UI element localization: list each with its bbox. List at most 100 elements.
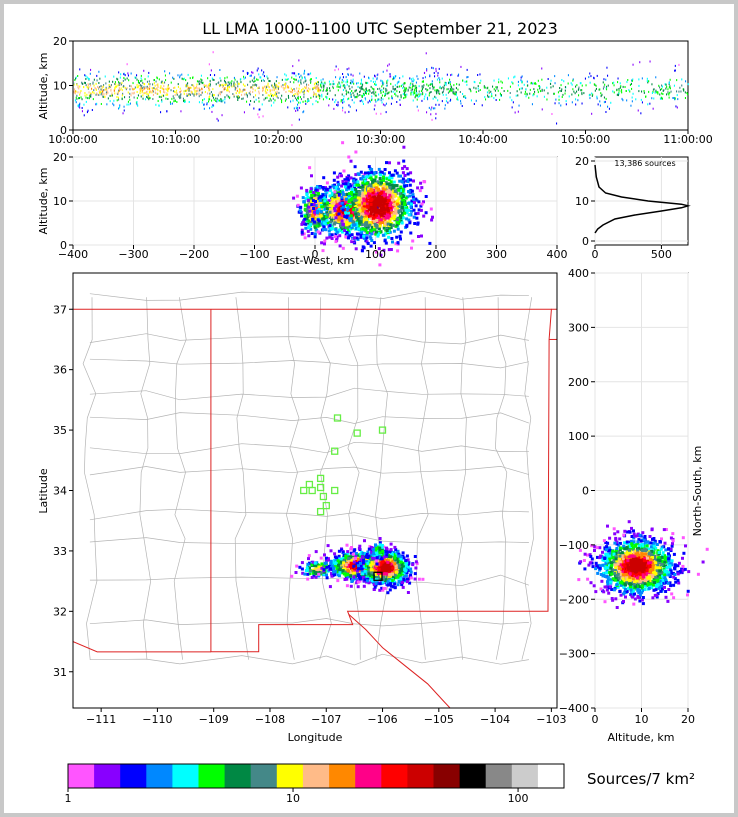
time-source-point xyxy=(495,86,497,89)
time-source-point xyxy=(348,85,350,88)
time-source-point xyxy=(386,92,388,95)
time-source-point xyxy=(166,87,168,90)
time-source-point xyxy=(382,90,384,93)
time-source-point xyxy=(187,94,189,97)
ew-source-cell xyxy=(382,185,386,189)
ew-source-cell xyxy=(355,226,359,230)
map-source-cell xyxy=(358,544,362,548)
time-source-point xyxy=(511,99,513,102)
time-source-point xyxy=(244,85,246,87)
map-source-cell xyxy=(344,563,348,567)
time-source-point xyxy=(396,90,398,93)
time-source-point xyxy=(573,90,575,93)
time-source-point xyxy=(375,100,377,103)
time-source-point xyxy=(601,93,603,96)
ew-source-cell xyxy=(363,182,367,185)
time-source-point xyxy=(306,83,308,86)
time-source-point xyxy=(108,84,110,86)
ew-source-cell xyxy=(305,217,309,221)
time-source-point xyxy=(92,98,94,101)
time-source-point xyxy=(89,95,91,98)
time-source-point xyxy=(560,90,562,92)
time-source-point xyxy=(313,91,315,94)
ew-source-cell xyxy=(389,180,393,184)
ew-source-cell xyxy=(358,208,362,212)
time-source-point xyxy=(244,88,246,91)
ew-source-cell xyxy=(316,192,320,195)
time-source-point xyxy=(622,99,624,102)
ew-source-cell xyxy=(384,216,388,220)
time-source-point xyxy=(342,109,344,112)
ew-source-cell xyxy=(420,186,424,190)
time-source-point xyxy=(655,76,657,79)
ew-source-cell xyxy=(305,188,309,192)
ew-source-cell xyxy=(413,222,417,225)
time-source-point xyxy=(415,84,417,87)
time-source-point xyxy=(339,82,341,85)
ew-source-cell xyxy=(365,226,369,230)
time-source-point xyxy=(75,101,77,104)
time-source-point xyxy=(151,90,153,93)
map-source-cell xyxy=(347,557,351,561)
time-source-point xyxy=(296,98,298,101)
ew-source-cell xyxy=(374,182,378,186)
map-source-cell xyxy=(329,562,333,565)
time-source-point xyxy=(165,79,167,82)
time-source-point xyxy=(251,79,253,82)
time-source-point xyxy=(342,101,344,104)
time-source-point xyxy=(265,87,267,90)
time-source-point xyxy=(262,115,264,118)
map-source-cell xyxy=(325,556,328,560)
time-source-point xyxy=(326,89,328,92)
time-source-point xyxy=(402,75,404,78)
ew-source-cell xyxy=(394,242,398,246)
time-source-point xyxy=(300,90,302,93)
time-source-point xyxy=(383,87,385,90)
ew-source-cell xyxy=(345,197,348,201)
time-source-point xyxy=(296,87,298,90)
ew-source-cell xyxy=(382,211,386,215)
time-source-point xyxy=(184,99,186,102)
ew-source-cell xyxy=(389,211,393,215)
ew-source-cell xyxy=(388,214,392,218)
ew-source-cell xyxy=(327,199,331,203)
time-source-point xyxy=(493,97,495,100)
time-source-point xyxy=(105,82,107,85)
time-source-point xyxy=(456,83,458,86)
time-source-point xyxy=(193,85,195,88)
time-source-point xyxy=(307,87,309,90)
ew-source-cell xyxy=(319,210,323,213)
time-source-point xyxy=(343,95,345,98)
time-source-point xyxy=(656,91,658,94)
time-source-point xyxy=(87,86,89,89)
ew-source-cell xyxy=(352,179,355,183)
time-source-point xyxy=(410,93,412,96)
ew-source-cell xyxy=(321,228,325,231)
time-source-point xyxy=(197,87,199,90)
ew-source-cell xyxy=(310,232,314,235)
ew-source-cell xyxy=(409,171,413,175)
ew-source-cell xyxy=(308,199,312,203)
time-source-point xyxy=(416,105,418,108)
time-source-point xyxy=(166,92,168,95)
ew-source-cell xyxy=(386,203,390,207)
ew-source-cell xyxy=(349,214,353,218)
time-source-point xyxy=(421,88,423,91)
mexico-border xyxy=(73,641,211,653)
time-panel-xticks: 10:00:00 10:10:00 10:20:00 10:30:00 10:40:00… xyxy=(48,130,713,146)
time-source-point xyxy=(270,92,272,95)
time-source-point xyxy=(638,84,640,87)
time-source-point xyxy=(475,99,477,102)
time-source-point xyxy=(243,111,245,114)
map-source-cell xyxy=(346,575,350,579)
ew-source-cell xyxy=(314,204,318,208)
time-source-point xyxy=(413,85,415,87)
ew-xtick-label: 100 xyxy=(365,248,386,261)
time-source-point xyxy=(413,92,415,95)
time-source-point xyxy=(404,88,406,91)
time-source-point xyxy=(302,87,304,90)
time-source-point xyxy=(117,78,119,81)
time-source-point xyxy=(547,78,549,80)
ew-source-cell xyxy=(334,185,338,189)
ew-source-cell xyxy=(322,221,326,225)
